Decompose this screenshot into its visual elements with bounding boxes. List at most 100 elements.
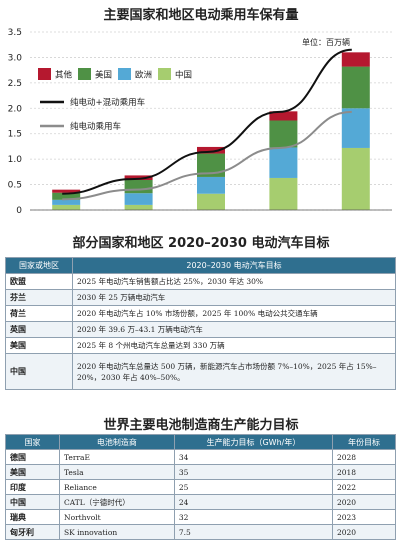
table-row: 英国 2020 年 39.6 万–43.1 万辆电动汽车 (5, 321, 396, 338)
chart-title: 主要国家和地区电动乘用车保有量 (103, 8, 299, 23)
targets-title: 部分国家和地区 2020–2030 电动汽车目标 (72, 236, 330, 251)
bar-segment (124, 193, 153, 205)
target-cell: 2020 年电动汽车总量达 500 万辆，新能源汽车占市场份额 7%–10%，2… (72, 353, 396, 390)
target-cell: 2030 年 25 万辆电动汽车 (72, 289, 396, 306)
bar-segment (341, 66, 370, 109)
country-cell: 欧盟 (5, 273, 73, 290)
bar-segment (269, 177, 298, 210)
table-row: 中国 2020 年电动汽车总量达 500 万辆，新能源汽车占市场份额 7%–10… (5, 353, 396, 390)
legend-swatch (158, 68, 171, 80)
capacity-cell: 24 (173, 494, 333, 510)
maker-cell: Reliance (59, 479, 175, 495)
maker-cell: TerraE (59, 449, 175, 465)
bar-segment (341, 108, 370, 148)
year-cell: 2028 (331, 449, 397, 465)
bar-segment (269, 120, 298, 148)
country-cell: 德国 (5, 449, 60, 465)
capacity-cell: 7.5 (173, 524, 333, 540)
country-cell: 英国 (5, 321, 73, 338)
legend-label: 纯电动乘用车 (70, 121, 121, 132)
table-row: 欧盟 2025 年电动汽车销售额占比达 25%，2030 年达 30% (5, 273, 396, 290)
y-tick-label: 2.0 (8, 104, 23, 114)
capacity-cell: 34 (173, 449, 333, 465)
bar-segment (124, 204, 153, 210)
battery-header-maker: 电池制造商 (59, 434, 175, 450)
targets-header-country: 国家或地区 (5, 257, 73, 274)
year-cell: 2020 (331, 494, 397, 510)
series-line (62, 48, 352, 195)
maker-cell: Northvolt (59, 509, 175, 525)
battery-header-year: 年份目标 (331, 434, 397, 450)
bar-segment (269, 111, 298, 121)
maker-cell: CATL（宁德时代） (59, 494, 175, 510)
country-cell: 荷兰 (5, 305, 73, 322)
bar-segment (269, 147, 298, 178)
legend-label: 欧洲 (135, 70, 152, 81)
legend-label: 纯电动+混动乘用车 (70, 97, 145, 108)
legend-label: 中国 (175, 70, 192, 81)
country-cell: 美国 (5, 337, 73, 354)
bar-segment (124, 175, 153, 180)
bar-segment (197, 176, 225, 194)
table-row: 瑞典 Northvolt 32 2023 (5, 509, 397, 525)
bar-segment (52, 189, 81, 193)
legend-swatch (38, 68, 51, 80)
country-cell: 匈牙利 (5, 524, 60, 540)
series-line (62, 110, 352, 201)
table-row: 中国 CATL（宁德时代） 24 2020 (5, 494, 397, 510)
y-tick-label: 1.0 (8, 155, 23, 165)
y-tick-label: 2.5 (8, 79, 22, 89)
bar-segment (52, 204, 81, 210)
target-cell: 2025 年电动汽车销售额占比达 25%，2030 年达 30% (72, 273, 396, 290)
country-cell: 瑞典 (5, 509, 60, 525)
legend-swatch (78, 68, 91, 80)
ev-stock-chart: 0 0.5 1.0 1.5 2.0 2.5 3.0 3.5 单位：百万辆 其他 美国 欧洲 中国纯电… (8, 28, 392, 216)
country-cell: 中国 (5, 353, 73, 390)
chart-lines (62, 48, 352, 201)
bar-segment (197, 146, 225, 154)
y-tick-label: 3.5 (8, 28, 22, 38)
year-cell: 2023 (331, 509, 397, 525)
country-cell: 印度 (5, 479, 60, 495)
year-cell: 2022 (331, 479, 397, 495)
y-tick-label: 1.5 (8, 130, 22, 140)
bar-segment (197, 153, 225, 177)
unit-label: 单位：百万辆 (302, 37, 350, 47)
bar-segment (124, 179, 153, 194)
bar-segment (341, 147, 370, 210)
country-cell: 芬兰 (5, 289, 73, 306)
battery-header-capacity: 生产能力目标（GWh/年） (173, 434, 333, 450)
capacity-cell: 32 (173, 509, 333, 525)
table-row: 荷兰 2020 年电动汽车占 10% 市场份额，2025 年 100% 电动公共… (5, 305, 396, 322)
year-cell: 2018 (331, 464, 397, 480)
target-cell: 2025 年 8 个州电动汽车总量达到 330 万辆 (72, 337, 396, 354)
country-cell: 美国 (5, 464, 60, 480)
table-row: 匈牙利 SK innovation 7.5 2020 (5, 524, 397, 540)
target-cell: 2020 年电动汽车占 10% 市场份额，2025 年 100% 电动公共交通车… (72, 305, 396, 322)
bar-segment (52, 199, 81, 205)
year-cell: 2020 (331, 524, 397, 540)
country-cell: 中国 (5, 494, 60, 510)
bar-segment (197, 193, 225, 210)
y-tick-label: 3.0 (8, 53, 23, 63)
y-axis: 0 0.5 1.0 1.5 2.0 2.5 3.0 3.5 (8, 28, 23, 216)
battery-table: 国家 电池制造商 生产能力目标（GWh/年） 年份目标 德国 TerraE 34… (5, 434, 397, 540)
targets-header-target: 2020–2030 电动汽车目标 (72, 257, 396, 274)
targets-table: 国家或地区 2020–2030 电动汽车目标 欧盟 2025 年电动汽车销售额占… (5, 257, 396, 390)
table-row: 美国 2025 年 8 个州电动汽车总量达到 330 万辆 (5, 337, 396, 354)
maker-cell: Tesla (59, 464, 175, 480)
y-tick-label: 0 (16, 206, 22, 216)
capacity-cell: 35 (173, 464, 333, 480)
table-row: 德国 TerraE 34 2028 (5, 449, 397, 465)
y-tick-label: 0.5 (8, 181, 22, 191)
legend-label: 其他 (55, 70, 73, 81)
bar-segment (52, 192, 81, 200)
legend-swatch (118, 68, 131, 80)
legend-label: 美国 (95, 70, 112, 81)
target-cell: 2020 年 39.6 万–43.1 万辆电动汽车 (72, 321, 396, 338)
table-row: 美国 Tesla 35 2018 (5, 464, 397, 480)
maker-cell: SK innovation (59, 524, 175, 540)
table-row: 印度 Reliance 25 2022 (5, 479, 397, 495)
capacity-cell: 25 (173, 479, 333, 495)
